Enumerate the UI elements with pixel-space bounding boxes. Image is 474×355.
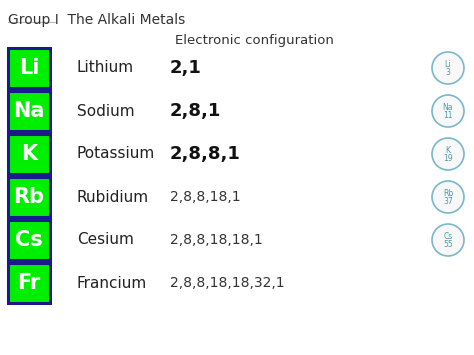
- Text: 2,8,8,1: 2,8,8,1: [170, 145, 241, 163]
- Text: Na: Na: [443, 103, 453, 112]
- Text: Rubidium: Rubidium: [77, 190, 149, 204]
- Text: 37: 37: [443, 197, 453, 206]
- Text: Fr: Fr: [18, 273, 41, 293]
- Text: Rb: Rb: [13, 187, 45, 207]
- Circle shape: [432, 95, 464, 127]
- Text: 19: 19: [443, 154, 453, 163]
- Text: Cs: Cs: [15, 230, 43, 250]
- Text: 2,8,1: 2,8,1: [170, 102, 221, 120]
- Circle shape: [432, 224, 464, 256]
- Text: 3: 3: [446, 68, 450, 77]
- FancyBboxPatch shape: [8, 263, 50, 303]
- Text: Cesium: Cesium: [77, 233, 134, 247]
- Text: Electronic configuration: Electronic configuration: [175, 34, 334, 47]
- Text: K: K: [446, 146, 450, 155]
- Text: Group I  The Alkali Metals: Group I The Alkali Metals: [8, 13, 185, 27]
- Text: Lithium: Lithium: [77, 60, 134, 76]
- Text: Li: Li: [445, 60, 451, 69]
- Text: 2,1: 2,1: [170, 59, 202, 77]
- Text: K: K: [21, 144, 37, 164]
- Text: Na: Na: [13, 101, 45, 121]
- Circle shape: [432, 138, 464, 170]
- Circle shape: [432, 181, 464, 213]
- FancyBboxPatch shape: [8, 220, 50, 260]
- FancyBboxPatch shape: [8, 134, 50, 174]
- FancyBboxPatch shape: [8, 91, 50, 131]
- Text: Rb: Rb: [443, 189, 453, 198]
- Text: 55: 55: [443, 240, 453, 249]
- FancyBboxPatch shape: [8, 177, 50, 217]
- FancyBboxPatch shape: [8, 48, 50, 88]
- Text: 2,8,8,18,18,1: 2,8,8,18,18,1: [170, 233, 263, 247]
- Text: Francium: Francium: [77, 275, 147, 290]
- Circle shape: [432, 52, 464, 84]
- Text: 11: 11: [443, 111, 453, 120]
- Text: Sodium: Sodium: [77, 104, 135, 119]
- Text: 2,8,8,18,1: 2,8,8,18,1: [170, 190, 241, 204]
- Text: 2,8,8,18,18,32,1: 2,8,8,18,18,32,1: [170, 276, 284, 290]
- Text: Li: Li: [19, 58, 39, 78]
- Text: Cs: Cs: [443, 232, 453, 241]
- Text: Potassium: Potassium: [77, 147, 155, 162]
